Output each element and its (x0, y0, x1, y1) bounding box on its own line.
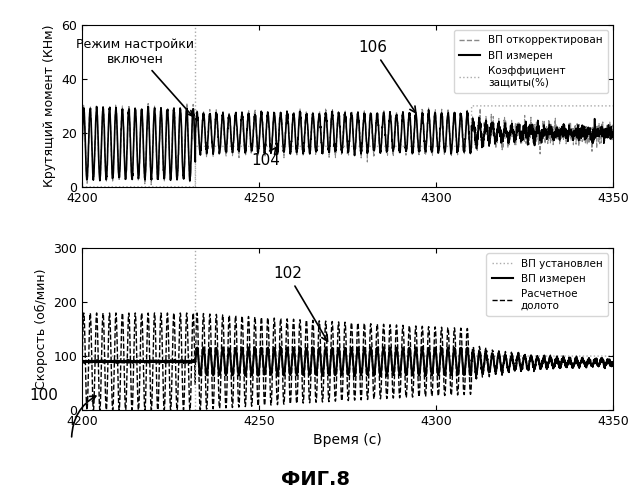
Text: 102: 102 (273, 266, 327, 342)
Y-axis label: Крутящий момент (КНм): Крутящий момент (КНм) (43, 24, 56, 187)
X-axis label: Время (с): Время (с) (313, 434, 382, 448)
Legend: ВП установлен, ВП измерен, Расчетное
долото: ВП установлен, ВП измерен, Расчетное дол… (487, 254, 608, 316)
Text: Режим настройки
включен: Режим настройки включен (76, 38, 194, 116)
Text: ФИГ.8: ФИГ.8 (281, 470, 351, 489)
Text: 100: 100 (30, 388, 59, 403)
Y-axis label: Скорость (об/мин): Скорость (об/мин) (35, 269, 48, 390)
Legend: ВП откорректирован, ВП измерен, Коэффициент
защиты(%): ВП откорректирован, ВП измерен, Коэффици… (454, 30, 608, 92)
Text: 106: 106 (358, 40, 416, 113)
Text: 104: 104 (252, 148, 281, 168)
